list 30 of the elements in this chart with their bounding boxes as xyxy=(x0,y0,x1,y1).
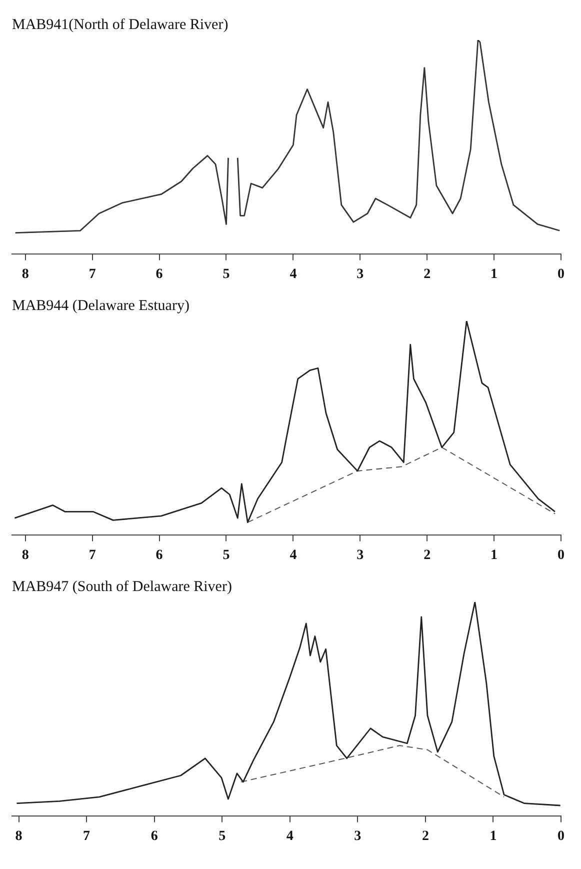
x-tick-label: 6 xyxy=(156,548,163,564)
x-tick-label: 7 xyxy=(83,829,90,844)
x-tick-label: 8 xyxy=(22,548,29,564)
chart-title: MAB944 (Delaware Estuary) xyxy=(12,298,190,314)
x-tick-label: 3 xyxy=(356,548,364,564)
x-tick-label: 4 xyxy=(290,267,297,282)
x-tick-label: 8 xyxy=(15,829,22,844)
x-tick-label: 1 xyxy=(490,548,498,564)
x-tick-label: 7 xyxy=(88,548,96,564)
x-tick-label: 7 xyxy=(88,267,96,282)
x-tick-label: 6 xyxy=(150,829,158,844)
x-tick-label: 4 xyxy=(286,829,294,844)
x-tick-label: 0 xyxy=(558,829,564,844)
x-tick-label: 2 xyxy=(424,267,431,282)
x-tick-label: 6 xyxy=(156,267,163,282)
x-tick-label: 5 xyxy=(222,548,230,564)
x-tick-label: 1 xyxy=(490,267,498,282)
x-tick-label: 1 xyxy=(490,829,497,844)
chart-title: MAB941(North of Delaware River) xyxy=(12,16,228,33)
x-tick-label: 0 xyxy=(558,267,564,282)
x-tick-label: 2 xyxy=(424,548,431,564)
x-tick-label: 4 xyxy=(290,548,297,564)
x-tick-label: 3 xyxy=(356,267,364,282)
x-tick-label: 3 xyxy=(354,829,362,844)
x-tick-label: 0 xyxy=(558,548,564,564)
x-tick-label: 5 xyxy=(222,267,230,282)
chart-title: MAB947 (South of Delaware River) xyxy=(12,578,232,595)
x-tick-label: 2 xyxy=(422,829,429,844)
x-tick-label: 5 xyxy=(218,829,226,844)
x-tick-label: 8 xyxy=(22,267,29,282)
